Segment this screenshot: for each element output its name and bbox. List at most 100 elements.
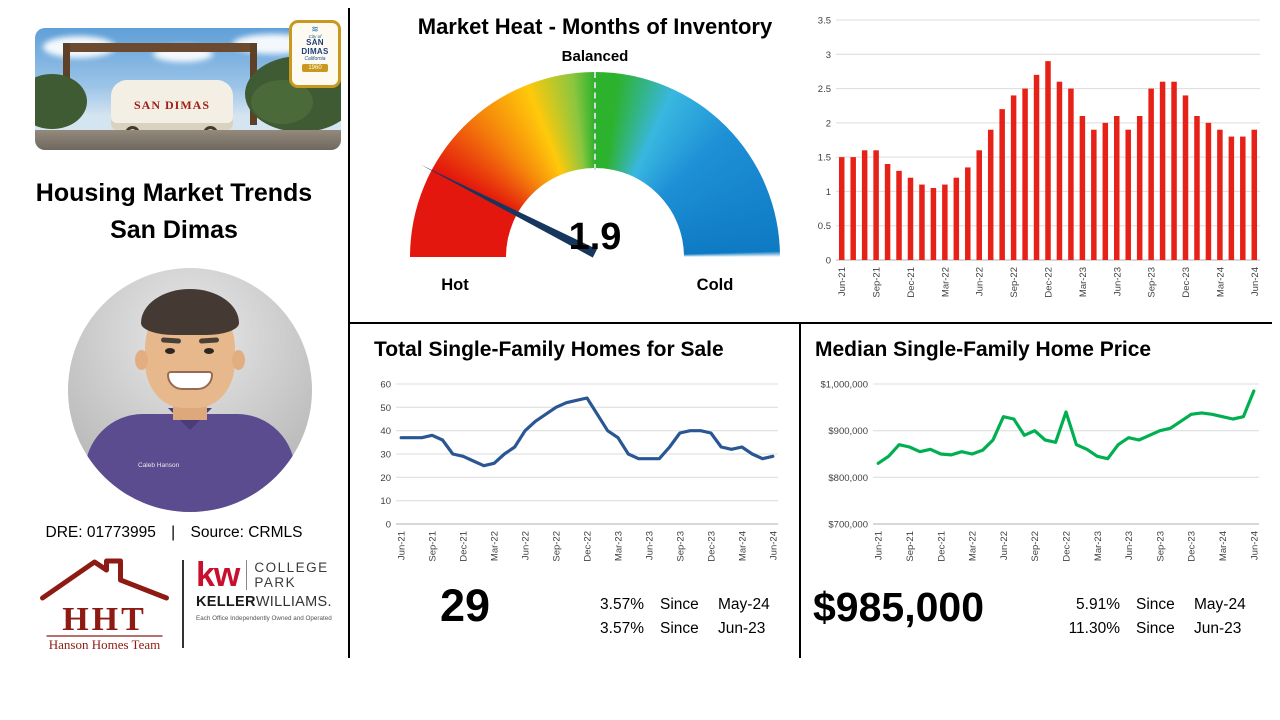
page-title-line1: Housing Market Trends [35,178,313,207]
seal-state: California [304,56,326,62]
seal-year: 1960 [302,64,328,72]
divider-left [348,8,350,658]
svg-text:3.5: 3.5 [818,16,831,27]
dre-license: DRE: 01773995 [45,524,156,541]
stat-percent: 5.91% [1076,596,1120,613]
seal-name-1: SAN [306,38,324,47]
svg-text:2: 2 [826,118,831,129]
stat-period: Jun-23 [1194,620,1242,637]
svg-text:Sep-21: Sep-21 [428,531,439,562]
homes-line-chart: 0 10 20 30 40 50 60 Jun-21 Sep-21 Dec-21 Mar-22 Jun… [380,380,779,562]
page-title-line2: San Dimas [110,215,238,244]
svg-text:Mar-24: Mar-24 [1215,267,1226,297]
inventory-history-panel: 0 0.5 1 1.5 2 2.5 3 3.5 Jun-21 Sep-21 Dec-21 Mar-22… [800,0,1280,322]
svg-text:60: 60 [380,380,391,391]
gauge-title: Market Heat - Months of Inventory [417,14,773,39]
stat-row: 3.57% Since Jun-23 [584,620,774,638]
svg-text:40: 40 [380,426,391,437]
svg-text:Mar-23: Mar-23 [614,531,625,561]
agent-photo: Caleb Hanson [68,268,312,512]
svg-text:Jun-22: Jun-22 [975,267,986,296]
svg-text:Sep-21: Sep-21 [872,267,883,298]
homes-for-sale-panel: Total Single-Family Homes for Sale 0 10 20… [350,324,800,658]
svg-text:$700,000: $700,000 [828,520,868,531]
stat-row: 5.91% Since May-24 [1060,596,1250,614]
dre-separator: | [171,524,176,541]
svg-text:Mar-23: Mar-23 [1078,267,1089,297]
seal-name-2: DIMAS [301,46,329,56]
inventory-bar-chart: 0 0.5 1 1.5 2 2.5 3 3.5 Jun-21 Sep-21 Dec-21 Mar-22… [818,16,1261,298]
svg-text:1: 1 [826,187,831,198]
logo-divider [182,560,184,648]
stat-percent: 3.57% [600,596,644,613]
svg-text:0: 0 [826,256,831,267]
svg-text:Sep-21: Sep-21 [905,531,916,562]
kw-disclaimer: Each Office Independently Owned and Oper… [196,615,332,622]
market-heat-gauge [410,72,780,260]
agent-ear [135,350,148,370]
svg-text:2.5: 2.5 [818,84,831,95]
gauge-cold-label: Cold [696,276,734,294]
svg-text:Dec-21: Dec-21 [459,531,470,562]
svg-text:Dec-22: Dec-22 [1062,531,1073,562]
svg-text:Jun-24: Jun-24 [1250,267,1261,296]
stat-percent: 3.57% [600,620,644,637]
svg-text:Mar-22: Mar-22 [490,531,501,561]
median-price-panel: Median Single-Family Home Price $700,000… [801,324,1280,658]
svg-text:Dec-21: Dec-21 [906,267,917,298]
wagon-text: SAN DIMAS [133,97,210,112]
kw-office-line2: PARK [254,575,297,590]
svg-text:Jun-24: Jun-24 [1249,531,1260,560]
sign-arch-beam [63,43,257,52]
svg-text:Jun-21: Jun-21 [837,267,848,296]
ground [35,130,341,150]
svg-text:$1,000,000: $1,000,000 [820,380,868,391]
agent-hair [141,289,239,335]
svg-text:Dec-22: Dec-22 [583,531,594,562]
agent-name-tag: Caleb Hanson [138,462,180,469]
hht-logo: HHT Hanson Homes Team [40,558,169,652]
stat-row: 3.57% Since May-24 [584,596,774,614]
stat-since: Since [1136,596,1175,613]
agent-ear [232,350,245,370]
seal-city-of: City of [308,34,322,39]
svg-text:Mar-22: Mar-22 [940,267,951,297]
svg-text:3: 3 [826,50,831,61]
san-dimas-city-seal: ≋ City of SAN DIMAS California 1960 [289,20,341,88]
svg-text:Jun-23: Jun-23 [644,531,655,560]
svg-text:Sep-23: Sep-23 [1155,531,1166,562]
market-heat-panel: Market Heat - Months of Inventory Balanc… [350,0,800,322]
water-sun-icon: ≋ [311,24,319,34]
price-stats: 5.91% Since May-24 11.30% Since Jun-23 [1060,596,1250,638]
page-title: Housing Market Trends San Dimas [0,175,348,249]
svg-text:Dec-21: Dec-21 [936,531,947,562]
svg-text:Jun-22: Jun-22 [521,531,532,560]
data-source: Source: CRMLS [190,524,303,541]
svg-text:1.5: 1.5 [818,153,831,164]
keller-williams-wordmark: KELLERWILLIAMS. [196,594,332,610]
svg-text:Sep-23: Sep-23 [675,531,686,562]
svg-text:Jun-23: Jun-23 [1112,267,1123,296]
svg-text:Mar-22: Mar-22 [968,531,979,561]
svg-text:Mar-24: Mar-24 [1218,531,1229,561]
divider-horizontal [348,322,1272,324]
kw-office-line1: COLLEGE [254,560,329,575]
svg-text:Jun-22: Jun-22 [999,531,1010,560]
stat-row: 11.30% Since Jun-23 [1060,620,1250,638]
svg-text:50: 50 [380,403,391,414]
svg-text:Sep-23: Sep-23 [1147,267,1158,298]
gauge-balanced-label: Balanced [561,48,629,65]
svg-text:Mar-23: Mar-23 [1093,531,1104,561]
svg-text:Sep-22: Sep-22 [552,531,563,562]
stat-period: May-24 [718,596,770,613]
svg-text:Dec-23: Dec-23 [706,531,717,562]
covered-wagon-sign: SAN DIMAS [111,80,233,130]
stat-percent: 11.30% [1068,620,1120,637]
svg-text:Dec-22: Dec-22 [1044,267,1055,298]
svg-text:10: 10 [380,496,391,507]
svg-text:$900,000: $900,000 [828,426,868,437]
svg-text:Jun-21: Jun-21 [397,531,408,560]
dre-source-line: DRE: 01773995 | Source: CRMLS [0,524,348,542]
homes-panel-title: Total Single-Family Homes for Sale [374,338,724,361]
agent-smile [167,371,213,390]
